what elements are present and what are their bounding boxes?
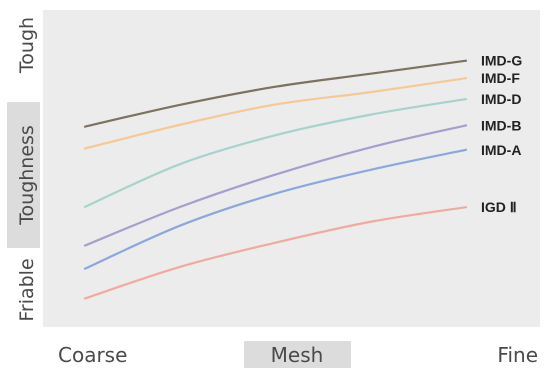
series-line-imd-d [83, 97, 468, 208]
x-axis-high-label: Fine [497, 343, 538, 367]
y-axis-label-background [7, 102, 40, 248]
series-line-imd-b [83, 124, 468, 247]
y-axis-low-label: Friable [16, 258, 38, 321]
series-label-imd-b: IMD-B [481, 117, 521, 133]
x-axis-low-label: Coarse [58, 343, 127, 367]
series-line-imd-f [83, 77, 468, 150]
y-axis-label: Toughness [16, 125, 38, 226]
series-label-imd-g: IMD-G [481, 53, 522, 69]
x-axis-label-background [244, 341, 351, 368]
series-label-igd: IGD Ⅱ [481, 199, 517, 215]
x-axis-label: Mesh [271, 343, 324, 367]
series-line-igd [83, 206, 468, 300]
series-label-imd-a: IMD-A [481, 142, 521, 158]
series-line-imd-g [83, 59, 468, 128]
y-axis-high-label: Tough [16, 17, 38, 74]
series-label-imd-d: IMD-D [481, 91, 521, 107]
series-label-imd-f: IMD-F [481, 70, 520, 86]
series-line-imd-a [83, 148, 468, 270]
